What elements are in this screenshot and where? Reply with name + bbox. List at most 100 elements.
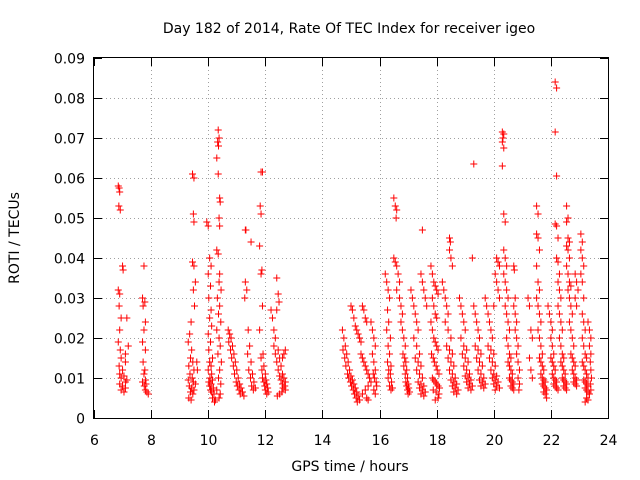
data-point (535, 310, 543, 318)
data-point (413, 318, 421, 326)
data-point (535, 286, 543, 294)
data-point (410, 302, 418, 310)
data-point (240, 392, 248, 400)
data-point (273, 392, 281, 400)
data-point (563, 242, 571, 250)
data-point (115, 362, 123, 370)
data-point (487, 346, 495, 354)
data-point (533, 202, 541, 210)
data-point (216, 366, 224, 374)
data-point (115, 202, 123, 210)
data-point (139, 338, 147, 346)
data-point (473, 354, 481, 362)
plot-frame (93, 57, 609, 419)
data-point (436, 384, 444, 392)
data-point (407, 286, 415, 294)
data-point (398, 310, 406, 318)
data-point (274, 366, 282, 374)
data-point (213, 326, 221, 334)
data-point (141, 366, 149, 374)
data-point (216, 194, 224, 202)
data-point (537, 342, 545, 350)
data-point (503, 310, 511, 318)
data-point (485, 354, 493, 362)
data-point (558, 362, 566, 370)
data-point (188, 374, 196, 382)
data-point (184, 338, 192, 346)
data-point (574, 286, 582, 294)
data-point (185, 362, 193, 370)
data-point (557, 294, 565, 302)
data-point (493, 372, 501, 380)
data-point (547, 318, 555, 326)
data-point (547, 334, 555, 342)
data-point (401, 370, 409, 378)
data-point (538, 362, 546, 370)
data-point (342, 362, 350, 370)
data-point (187, 396, 195, 404)
data-point (119, 262, 127, 270)
data-point (428, 326, 436, 334)
data-point (206, 314, 214, 322)
data-point (119, 266, 127, 274)
data-point (498, 138, 506, 146)
data-point (370, 358, 378, 366)
data-point (370, 386, 378, 394)
data-point (411, 310, 419, 318)
data-point (457, 334, 465, 342)
y-tick-label: 0.01 (54, 372, 85, 388)
data-point (538, 350, 546, 358)
data-point (258, 168, 266, 176)
data-point (250, 378, 258, 386)
data-point (114, 286, 122, 294)
data-point (453, 380, 461, 388)
data-point (216, 222, 224, 230)
data-point (478, 362, 486, 370)
data-point (558, 350, 566, 358)
data-point (408, 294, 416, 302)
data-point (351, 322, 359, 330)
data-point (387, 386, 395, 394)
data-point (356, 334, 364, 342)
data-point (420, 382, 428, 390)
data-point (443, 342, 451, 350)
data-point (487, 326, 495, 334)
data-point (480, 374, 488, 382)
data-point (343, 350, 351, 358)
data-point (463, 366, 471, 374)
data-point (394, 270, 402, 278)
data-point (435, 370, 443, 378)
data-point (560, 366, 568, 374)
data-point (189, 286, 197, 294)
data-point (390, 254, 398, 262)
data-point (393, 286, 401, 294)
data-point (189, 390, 197, 398)
data-point (208, 370, 216, 378)
y-tick-label: 0.05 (54, 212, 85, 228)
data-point (487, 366, 495, 374)
data-point (273, 274, 281, 282)
data-point (551, 366, 559, 374)
data-point (364, 382, 372, 390)
data-point (204, 366, 212, 374)
data-point (191, 278, 199, 286)
data-point (384, 342, 392, 350)
data-point (226, 330, 234, 338)
y-tick-label: 0.03 (54, 292, 85, 308)
data-points (114, 78, 595, 406)
data-point (428, 270, 436, 278)
data-point (370, 374, 378, 382)
data-point (446, 238, 454, 246)
data-point (584, 318, 592, 326)
data-point (119, 366, 127, 374)
data-point (184, 376, 192, 384)
data-point (234, 374, 242, 382)
data-point (400, 362, 408, 370)
data-point (495, 262, 503, 270)
data-point (215, 394, 223, 402)
data-point (430, 278, 438, 286)
data-point (570, 370, 578, 378)
data-point (187, 318, 195, 326)
data-point (116, 206, 124, 214)
